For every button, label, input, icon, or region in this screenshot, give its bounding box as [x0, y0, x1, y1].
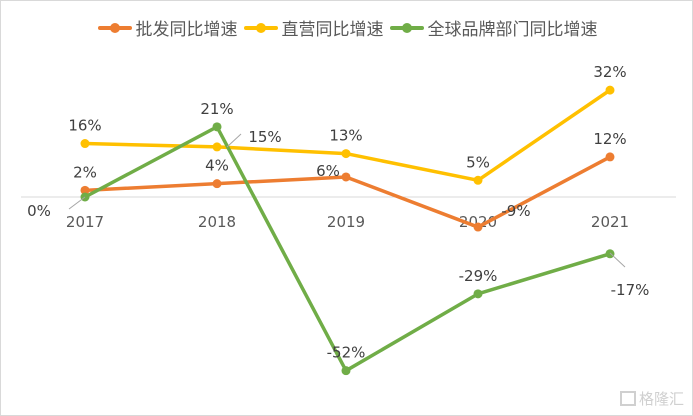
- legend-item-wholesale: 批发同比增速: [97, 15, 238, 40]
- legend-swatch: [97, 22, 132, 33]
- data-label: 21%: [200, 100, 233, 118]
- series-line: [84, 125, 611, 373]
- leader-line: [226, 133, 242, 148]
- data-label: -29%: [459, 267, 498, 285]
- data-point: [212, 142, 222, 152]
- legend-swatch: [389, 22, 424, 33]
- legend-label: 直营同比增速: [281, 20, 384, 40]
- x-tick-label: 2018: [198, 213, 236, 231]
- watermark-text: 格隆汇: [638, 390, 684, 408]
- data-label: -52%: [327, 344, 366, 362]
- data-label: 2%: [73, 163, 97, 181]
- legend-item-global-brand: 全球品牌部门同比增速: [389, 15, 598, 40]
- data-point: [341, 172, 351, 182]
- x-tick-label: 2020: [459, 213, 497, 231]
- data-label: 4%: [205, 157, 229, 175]
- data-label: 12%: [593, 130, 626, 148]
- legend: 批发同比增速 直营同比增速 全球品牌部门同比增速: [1, 15, 692, 40]
- legend-swatch: [243, 22, 278, 33]
- data-label: -9%: [501, 202, 530, 220]
- data-label: 15%: [248, 128, 281, 146]
- x-tick-label: 2017: [66, 213, 104, 231]
- legend-item-direct: 直营同比增速: [243, 15, 384, 40]
- data-point: [473, 222, 483, 232]
- watermark-logo-icon: [619, 391, 636, 406]
- data-label: -17%: [611, 281, 650, 299]
- leader-line: [68, 196, 86, 210]
- data-point: [80, 139, 90, 149]
- x-tick-label: 2021: [591, 213, 629, 231]
- legend-label: 全球品牌部门同比增速: [427, 20, 598, 40]
- data-label: 16%: [68, 117, 101, 135]
- watermark: 格隆汇: [619, 388, 684, 409]
- data-label: 5%: [466, 153, 490, 171]
- data-point: [80, 185, 90, 195]
- data-label: 32%: [593, 63, 626, 81]
- data-point: [605, 152, 615, 162]
- data-label: 6%: [316, 162, 340, 180]
- legend-label: 批发同比增速: [135, 20, 238, 40]
- data-point: [212, 122, 222, 132]
- data-point: [212, 179, 222, 189]
- data-point: [473, 289, 483, 299]
- x-tick-label: 2019: [327, 213, 365, 231]
- leader-line: [609, 252, 626, 268]
- data-point: [473, 175, 483, 185]
- data-point: [341, 366, 351, 376]
- data-label: 13%: [329, 127, 362, 145]
- data-point: [605, 85, 615, 95]
- data-point: [341, 149, 351, 159]
- data-label: 0%: [27, 202, 51, 220]
- data-point: [605, 249, 615, 259]
